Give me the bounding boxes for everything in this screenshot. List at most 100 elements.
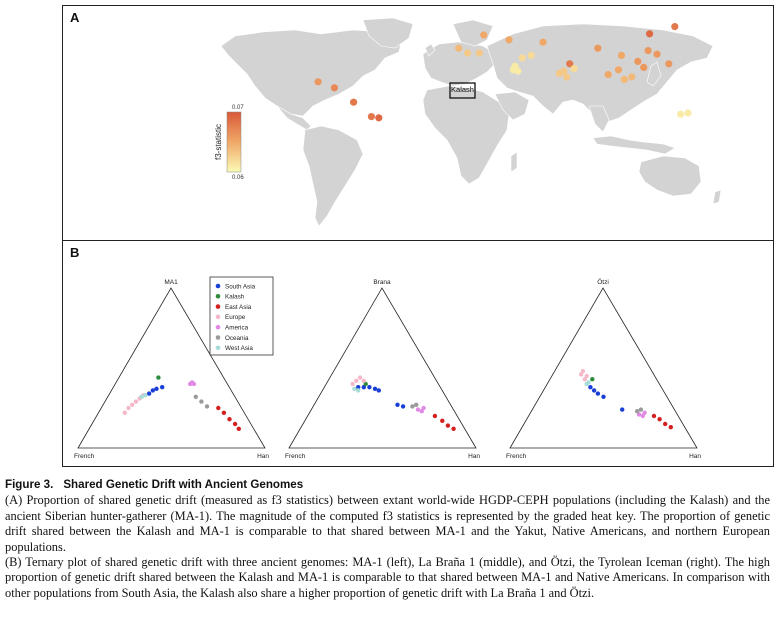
south-america [302, 125, 364, 227]
figure-caption: Figure 3. Shared Genetic Drift with Ancie… [5, 477, 770, 601]
panel-a-letter: A [70, 10, 80, 25]
arabia [494, 91, 530, 121]
ternary-point [445, 423, 451, 428]
ternary-triangle [77, 287, 266, 449]
ternary-point [590, 377, 595, 382]
ternary-point [636, 412, 642, 417]
ternary-point [640, 413, 645, 419]
ternary-right-label: Han [468, 453, 480, 460]
legend-label: South Asia [225, 283, 256, 290]
ternary-point [440, 418, 445, 423]
population-dot [566, 60, 574, 68]
population-dot [570, 65, 578, 73]
population-dot [509, 66, 517, 74]
japan [646, 61, 662, 87]
panel-b: B MA1 French Han Brana French Han Ötzi French Ha… [62, 240, 774, 467]
colorbar: 0.07 0.06 f3-statistic [214, 105, 244, 181]
legend-label: America [225, 325, 249, 332]
population-dot [684, 109, 692, 117]
population-dot [560, 67, 568, 75]
legend-label: Oceania [225, 335, 249, 342]
ternary-point [595, 391, 601, 396]
caption-paragraph-a: (A) Proportion of shared genetic drift (… [5, 493, 770, 554]
ternary-point [156, 375, 161, 380]
population-dot [671, 23, 679, 31]
ternary-triangle [288, 287, 477, 449]
legend-swatch [215, 345, 221, 351]
ternary-point [221, 410, 227, 415]
ternary-point [580, 369, 586, 374]
ternary-point [352, 386, 357, 391]
ternary-point [122, 410, 127, 415]
ternary-point [421, 405, 426, 411]
population-dot [539, 38, 547, 46]
legend-label: East Asia [225, 304, 252, 311]
ternary-point [395, 402, 400, 407]
legend-label: West Asia [225, 345, 253, 352]
ternary-point [638, 407, 644, 412]
population-dot [617, 51, 626, 60]
ternary-point [414, 402, 419, 407]
ternary-point [400, 404, 406, 409]
legend-swatch [215, 314, 221, 320]
north-america [220, 29, 402, 117]
colorbar-max-label: 0.07 [232, 105, 244, 111]
population-dot [330, 84, 338, 92]
ternary-point [663, 421, 668, 427]
ternary-point [189, 380, 195, 385]
ternary-point [130, 402, 135, 407]
ternary-point [357, 375, 363, 380]
ternary-point [204, 404, 210, 409]
figure-3: A [62, 5, 774, 467]
population-dot [480, 31, 488, 39]
ternary-point [216, 405, 221, 411]
caption-paragraph-b: (B) Ternary plot of shared genetic drift… [5, 555, 770, 600]
ternary-point [620, 407, 625, 412]
ternary-right-label: Han [689, 453, 701, 460]
ternary-point [356, 385, 361, 390]
ternary-point [432, 413, 438, 419]
population-dot [604, 71, 612, 79]
ternary-point [372, 386, 378, 391]
ternary-point [591, 388, 597, 393]
ternary-top-label: Brana [373, 279, 391, 286]
ternary-point [588, 385, 593, 390]
ternary-point [582, 377, 587, 382]
population-dot [505, 36, 513, 44]
ternary-left-label: French [506, 453, 527, 460]
scandinavia [452, 19, 494, 47]
central-america [276, 105, 312, 131]
ternary-top-label: MA1 [164, 279, 178, 286]
panel-a: A [62, 5, 774, 241]
population-dot [614, 66, 623, 74]
population-dot [475, 49, 483, 57]
ternary-triangle [509, 287, 698, 449]
ternary-point [642, 410, 647, 415]
population-dot [314, 78, 322, 86]
legend-box [209, 276, 274, 356]
legend-swatch [215, 283, 221, 289]
indochina [588, 105, 610, 133]
population-dot [628, 73, 636, 81]
ternary-point [651, 413, 657, 419]
ternary-point [236, 426, 241, 431]
british-isles [424, 43, 436, 57]
ternary-point [133, 399, 139, 404]
colorbar-axis-label: f3-statistic [214, 124, 223, 160]
colorbar-min-label: 0.06 [232, 175, 244, 181]
world-map: Kalash 0.07 0.06 f3-statistic [214, 17, 722, 227]
caption-title-line: Figure 3. Shared Genetic Drift with Ancie… [5, 477, 770, 492]
ternary-point [363, 381, 368, 387]
ternary-point [146, 391, 152, 396]
ternary-point [350, 381, 355, 387]
ternary-point [126, 405, 131, 411]
ternary-point [199, 399, 204, 404]
population-dot [455, 44, 463, 52]
population-dot [367, 113, 375, 121]
ternary-point [361, 385, 366, 390]
kalash-highlight-box [449, 82, 476, 99]
population-dot [665, 60, 673, 68]
population-dot [677, 110, 685, 118]
ternary-point [415, 407, 421, 412]
